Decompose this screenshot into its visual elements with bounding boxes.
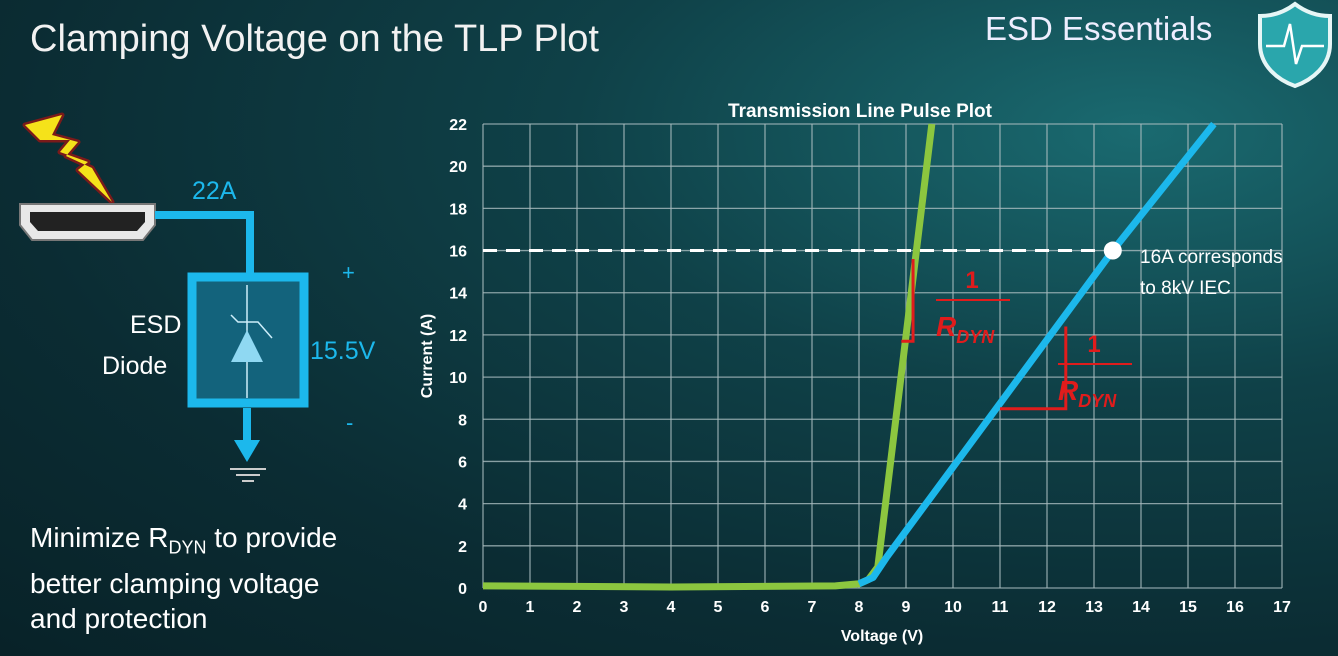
slope-triangle — [901, 258, 915, 343]
y-tick-label: 10 — [449, 370, 467, 387]
x-tick-label: 8 — [855, 599, 864, 616]
x-tick-label: 14 — [1132, 599, 1150, 616]
slope-denominator: RDYN — [1058, 375, 1117, 411]
y-tick-label: 20 — [449, 159, 467, 176]
x-tick-label: 10 — [944, 599, 962, 616]
lightning-bolt-icon — [22, 112, 115, 205]
x-tick-label: 7 — [808, 599, 817, 616]
y-tick-label: 16 — [449, 244, 467, 261]
y-tick-label: 12 — [449, 328, 467, 345]
voltage-label: 15.5V — [310, 337, 376, 365]
slope-triangle — [1000, 326, 1068, 411]
y-tick-label: 4 — [458, 497, 467, 514]
summary-line-1: Minimize R — [30, 522, 169, 553]
device-label-2: Diode — [102, 352, 168, 380]
annotation-line-1: 16A corresponds — [1140, 247, 1283, 268]
minus-sign: - — [346, 410, 354, 435]
y-tick-label: 2 — [458, 539, 467, 556]
summary-line-2: better clamping voltage — [30, 567, 320, 599]
x-tick-label: 6 — [761, 599, 770, 616]
x-tick-label: 12 — [1038, 599, 1056, 616]
blue-tlp-curve — [857, 121, 1217, 587]
x-tick-label: 15 — [1179, 599, 1197, 616]
y-tick-label: 14 — [449, 286, 467, 303]
slide-title: Clamping Voltage on the TLP Plot — [30, 18, 599, 60]
slope-numerator: 1 — [965, 267, 978, 294]
x-tick-label: 17 — [1273, 599, 1291, 616]
summary-line-3: and protection — [30, 602, 208, 634]
chart-grid — [482, 123, 1283, 589]
slope-denominator: RDYN — [936, 311, 995, 347]
device-label-1: ESD — [130, 311, 182, 339]
annotation-line-2: to 8kV IEC — [1140, 278, 1231, 299]
x-tick-label: 0 — [479, 599, 488, 616]
x-tick-label: 3 — [620, 599, 629, 616]
ground-icon — [230, 468, 266, 482]
x-tick-label: 1 — [526, 599, 535, 616]
summary-line-1-end: to provide — [206, 522, 338, 553]
shield-logo-icon — [1258, 1, 1332, 89]
y-tick-label: 0 — [458, 581, 467, 598]
esd-circuit-diagram — [19, 112, 309, 482]
y-tick-label: 18 — [449, 201, 467, 218]
hdmi-connector-icon — [19, 203, 156, 241]
slope-numerator: 1 — [1087, 331, 1100, 358]
x-tick-label: 9 — [902, 599, 911, 616]
marker-16a — [1103, 241, 1122, 260]
x-tick-label: 13 — [1085, 599, 1103, 616]
y-tick-label: 22 — [449, 117, 467, 134]
chart-title: Transmission Line Pulse Plot — [728, 101, 993, 122]
diode-icon — [231, 330, 263, 362]
arrow-down-icon — [234, 440, 260, 462]
rdyn-subscript: DYN — [1078, 391, 1117, 411]
rdyn-subscript: DYN — [956, 327, 995, 347]
brand-name: ESD Essentials — [985, 10, 1213, 47]
y-tick-label: 8 — [458, 412, 467, 429]
x-tick-label: 2 — [573, 599, 582, 616]
x-tick-label: 16 — [1226, 599, 1244, 616]
green-tlp-curve — [482, 123, 936, 591]
summary-subscript: DYN — [168, 537, 207, 558]
summary-text: Minimize RDYN to provide better clamping… — [30, 520, 337, 636]
x-tick-label: 11 — [992, 599, 1009, 616]
plus-sign: + — [342, 260, 355, 285]
y-tick-label: 6 — [458, 454, 467, 471]
x-axis-label: Voltage (V) — [841, 628, 923, 645]
x-tick-label: 5 — [714, 599, 723, 616]
y-axis-label: Current (A) — [419, 314, 436, 398]
wire — [155, 211, 254, 275]
current-label: 22A — [192, 177, 237, 205]
x-tick-label: 4 — [667, 599, 676, 616]
